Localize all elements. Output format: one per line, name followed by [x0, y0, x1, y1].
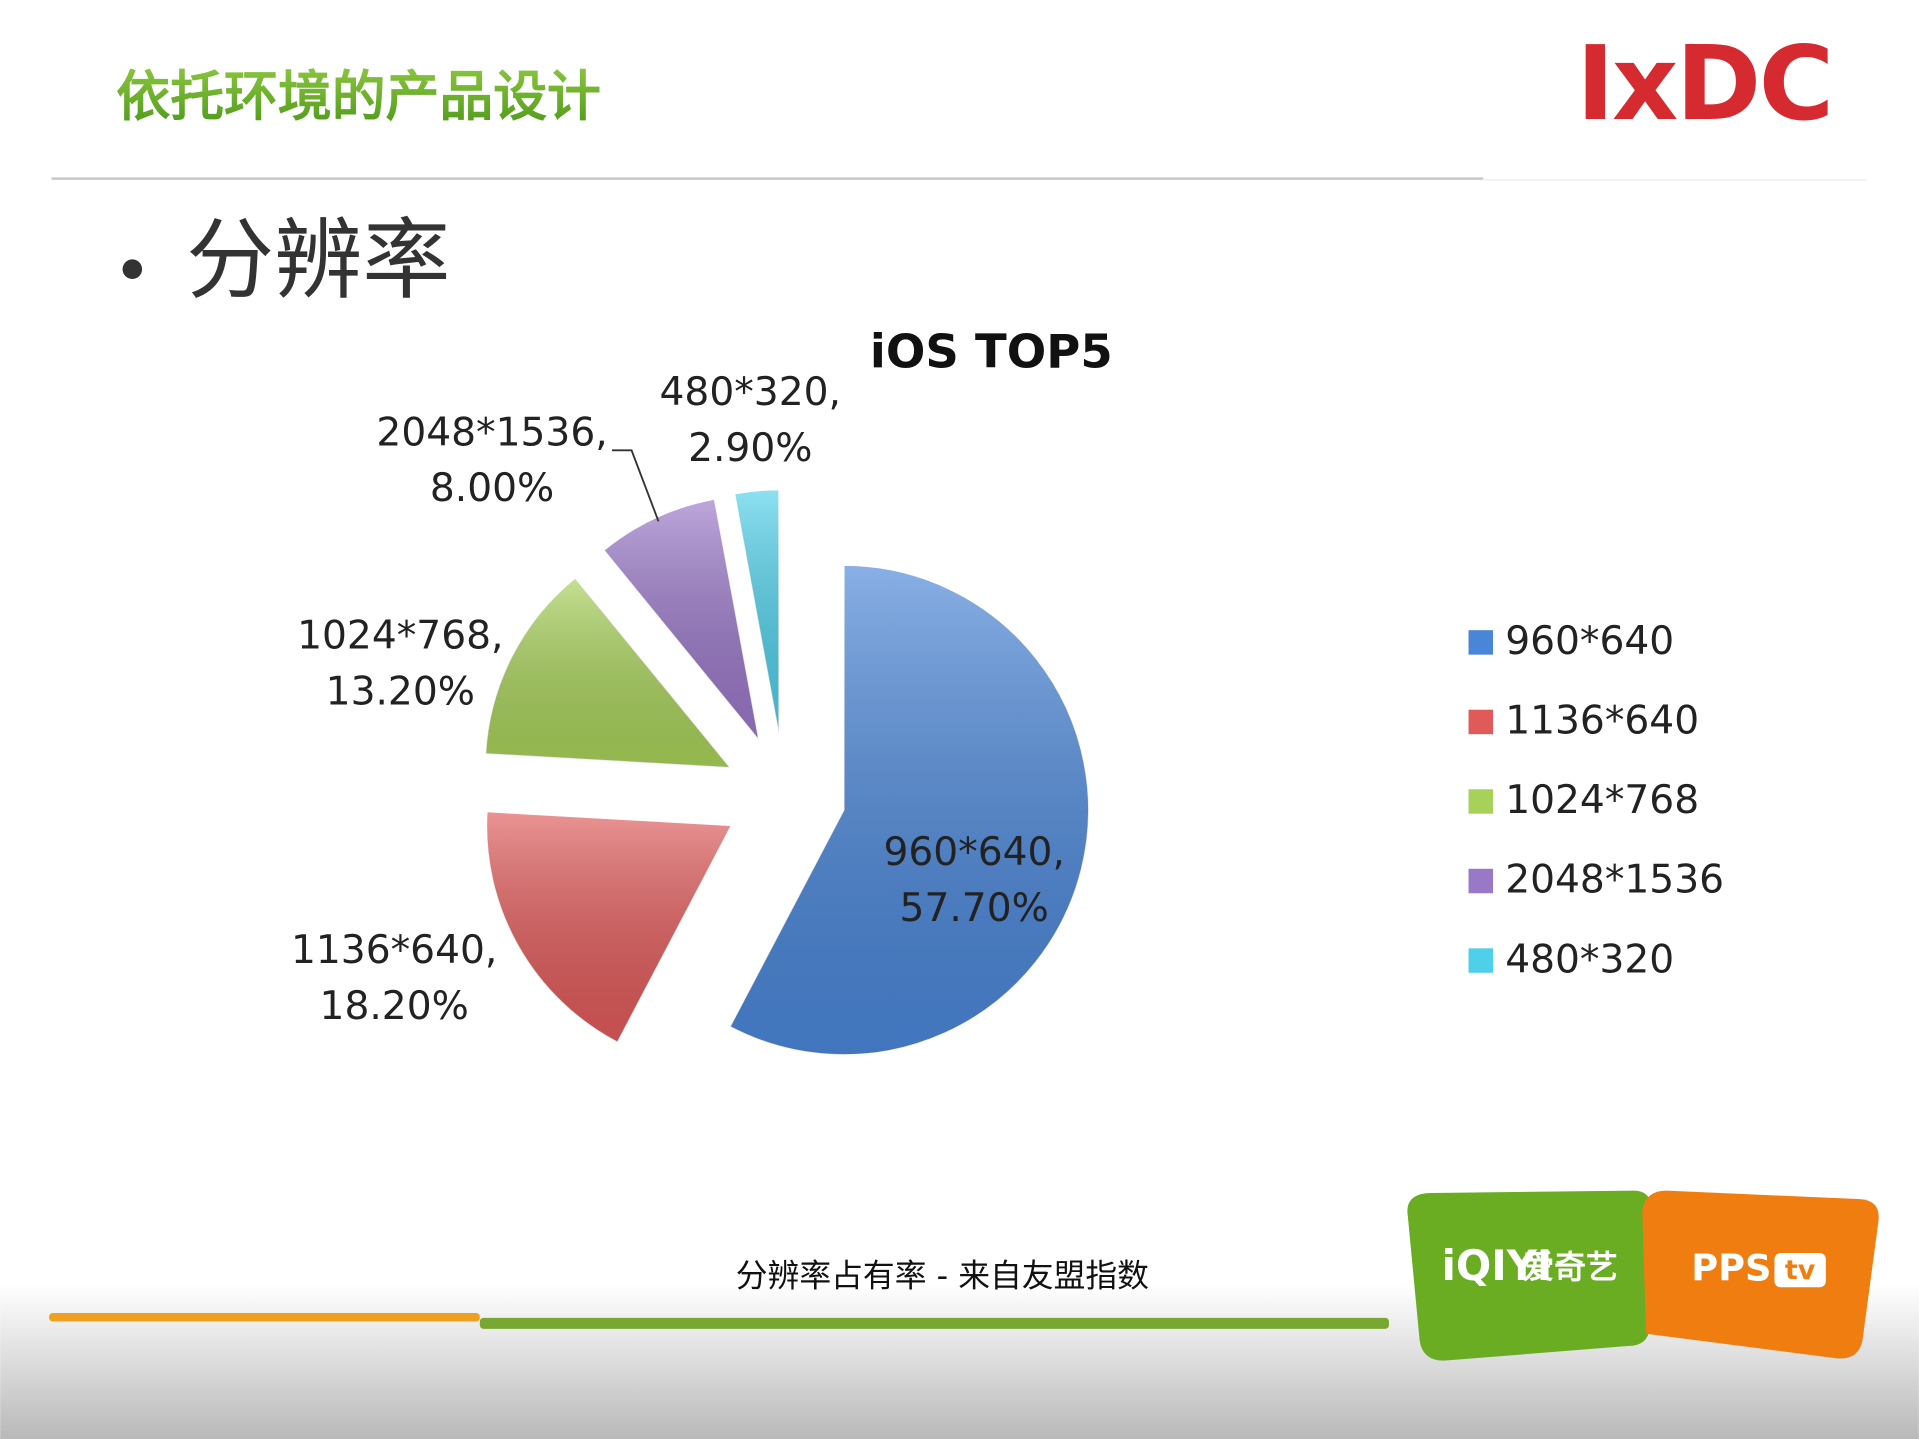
slice-shade	[730, 565, 1089, 1055]
footer-bar	[479, 1317, 1389, 1329]
legend-swatch	[1468, 868, 1494, 894]
separator: ,	[485, 927, 497, 972]
bullet-text: 分辨率	[186, 209, 450, 312]
separator: ,	[1052, 830, 1064, 875]
brand2-logo: PPS	[1691, 1247, 1771, 1290]
footer-bar	[49, 1312, 480, 1322]
chart-title: iOS TOP5	[870, 324, 1113, 378]
brand2-tag-box	[1774, 1253, 1826, 1288]
data-label-category: 960*640,	[883, 830, 1064, 875]
slide-title: 依托环境的产品设计	[116, 65, 600, 128]
data-label-value: 2.90%	[688, 426, 812, 471]
legend-swatch	[1468, 709, 1494, 735]
legend-swatch	[1468, 630, 1494, 655]
separator: ,	[595, 410, 607, 455]
legend-label: 1136*640	[1505, 699, 1699, 744]
data-label-category: 1136*640,	[291, 927, 497, 972]
caption: 分辨率占有率 - 来自友盟指数	[736, 1256, 1149, 1294]
brand1-logo: iQIYI	[1442, 1241, 1553, 1290]
legend-swatch	[1468, 789, 1494, 814]
data-label-category: 480*320,	[660, 370, 841, 415]
category-name: 960*640	[883, 830, 1052, 875]
slice-shade	[604, 499, 759, 740]
data-label-value: 8.00%	[430, 466, 554, 511]
separator: ,	[829, 370, 841, 415]
legend: 960*640 1136*640 1024*768 2048*1536 480*320	[1468, 619, 1724, 982]
category-name: 1024*768	[297, 613, 491, 658]
category-name: 2048*1536	[376, 410, 595, 455]
brand1-badge	[1407, 1190, 1653, 1361]
data-label-value: 57.70%	[900, 886, 1049, 931]
data-label-category: 1024*768,	[297, 613, 503, 658]
slice-shade	[734, 489, 779, 735]
legend-swatch	[1468, 948, 1494, 973]
leader-line	[611, 449, 660, 522]
data-label-category: 2048*1536,	[376, 410, 607, 455]
brand2-badge	[1642, 1190, 1879, 1359]
data-label-value: 13.20%	[326, 669, 475, 714]
data-label-value: 18.20%	[320, 984, 469, 1029]
slice-shade	[486, 811, 732, 1043]
logo: IxDC	[1576, 25, 1831, 144]
category-name: 480*320	[660, 370, 829, 415]
pie: 960*640,57.70%1136*640,18.20%1024*768,13…	[291, 370, 1090, 1056]
separator: ,	[491, 613, 503, 658]
category-name: 1136*640	[291, 927, 485, 972]
slice-shade	[485, 578, 731, 768]
legend-label: 480*320	[1505, 937, 1674, 982]
bullet-dot	[122, 259, 143, 279]
brand1-name: 爱奇艺	[1522, 1248, 1617, 1286]
brand2-tag: tv	[1785, 1255, 1816, 1286]
legend-label: 2048*1536	[1505, 858, 1724, 903]
legend-label: 1024*768	[1505, 778, 1699, 823]
legend-label: 960*640	[1505, 619, 1674, 664]
